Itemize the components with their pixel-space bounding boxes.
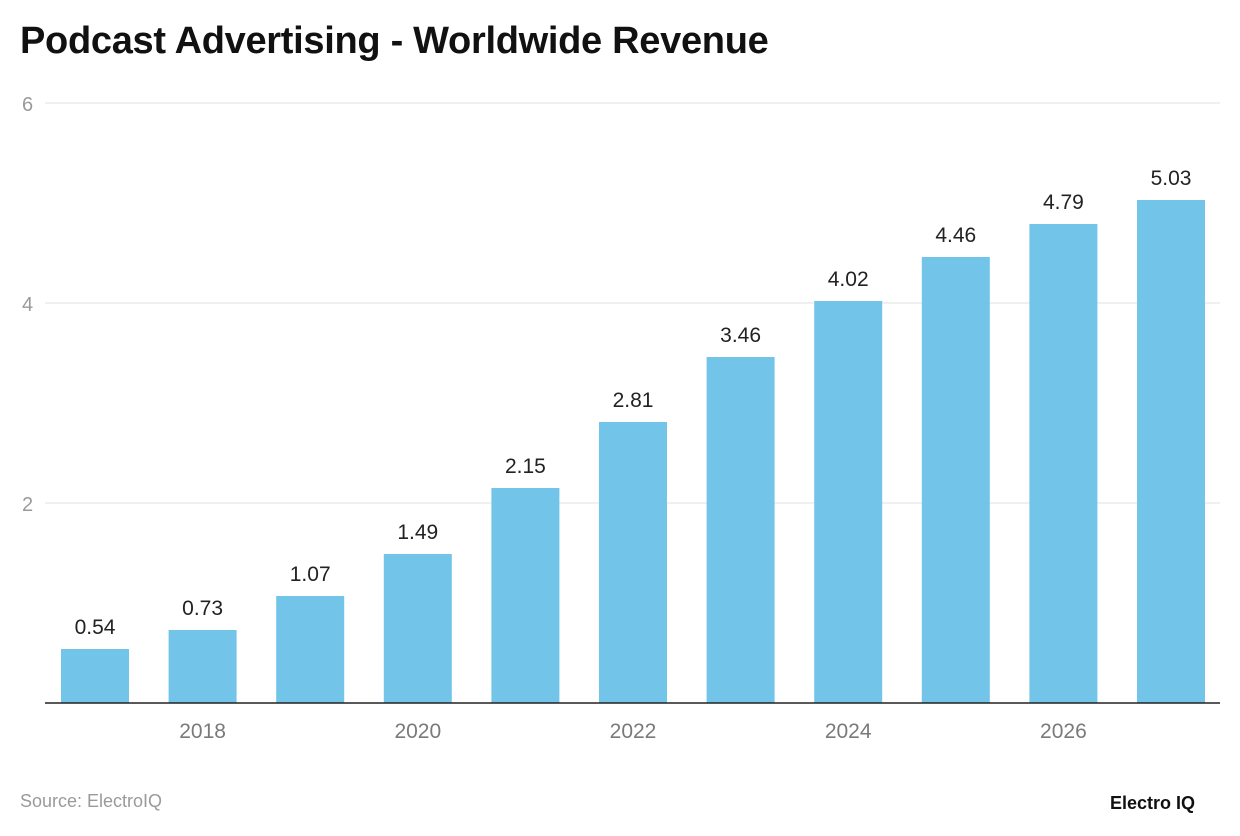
chart-title: Podcast Advertising - Worldwide Revenue <box>20 20 769 62</box>
bar-2021 <box>491 488 560 703</box>
data-label: 4.79 <box>1043 191 1084 214</box>
bar-2018 <box>168 630 237 703</box>
data-label: 1.49 <box>397 521 438 544</box>
bar-2020 <box>383 554 452 703</box>
x-tick-label: 2018 <box>179 720 226 743</box>
data-label: 2.81 <box>613 389 654 412</box>
data-label: 5.03 <box>1151 167 1192 190</box>
bar-2022 <box>599 422 667 703</box>
data-label: 3.46 <box>720 324 761 347</box>
x-tick-label: 2022 <box>610 720 657 743</box>
bar-2019 <box>276 596 345 703</box>
bar-2025 <box>921 257 990 703</box>
source-note: Source: ElectroIQ <box>20 791 163 811</box>
y-tick-label: 4 <box>22 294 33 316</box>
data-label: 4.02 <box>828 268 869 291</box>
bar-2026 <box>1029 224 1098 703</box>
bar-2024 <box>814 301 883 703</box>
data-label: 2.15 <box>505 455 546 478</box>
x-tick-label: 2024 <box>825 720 872 743</box>
bar-2023 <box>706 357 775 703</box>
data-label: 1.07 <box>290 563 331 586</box>
data-label: 0.73 <box>182 597 223 620</box>
y-tick-label: 2 <box>22 494 33 516</box>
y-tick-label: 6 <box>22 94 33 116</box>
x-tick-label: 2020 <box>394 720 441 743</box>
bar-2027 <box>1137 200 1205 703</box>
electroiq-logo: Electro IQ <box>1110 793 1196 813</box>
x-tick-label: 2026 <box>1040 720 1087 743</box>
bar-2017 <box>61 649 129 703</box>
data-label: 0.54 <box>75 616 116 639</box>
data-label: 4.46 <box>935 224 976 247</box>
